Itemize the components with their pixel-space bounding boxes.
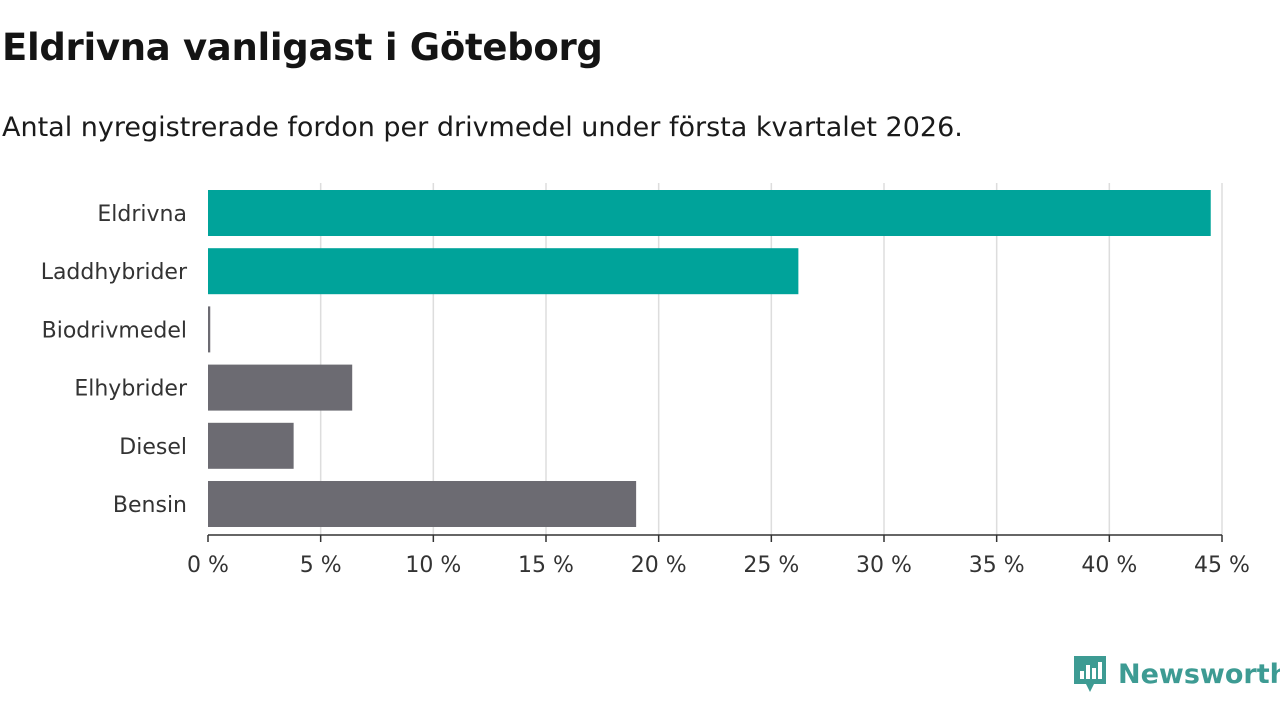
category-label-diesel: Diesel xyxy=(119,435,187,460)
category-label-bensin: Bensin xyxy=(113,493,187,518)
bar-elhybrider[interactable] xyxy=(208,364,353,411)
x-tick-label-30: 30 % xyxy=(856,553,912,578)
x-tick-label-10: 10 % xyxy=(405,553,461,578)
x-tick-label-35: 35 % xyxy=(969,553,1025,578)
x-tick-label-25: 25 % xyxy=(743,553,799,578)
bar-diesel[interactable] xyxy=(208,422,294,469)
bar-biodrivmedel[interactable] xyxy=(208,306,211,353)
x-axis: 0 % 5 % 10 % 15 % 20 % 25 % 30 % 35 % 40 % 45 % xyxy=(187,534,1250,578)
chart-title: Eldrivna vanligast i Göteborg xyxy=(2,26,603,69)
x-tick-label-5: 5 % xyxy=(300,553,342,578)
x-tick-label-15: 15 % xyxy=(518,553,574,578)
brand-name: Newsworthy xyxy=(1118,658,1280,690)
x-tick-label-20: 20 % xyxy=(631,553,687,578)
x-tick-label-0: 0 % xyxy=(187,553,229,578)
category-label-biodrivmedel: Biodrivmedel xyxy=(42,318,187,343)
bar-eldrivna[interactable] xyxy=(208,190,1211,236)
category-labels: Eldrivna Laddhybrider Biodrivmedel Elhybrid… xyxy=(41,202,188,518)
bars xyxy=(208,190,1211,527)
brand-logo: Newsworthy xyxy=(1072,654,1280,694)
chart-subtitle: Antal nyregistrerade fordon per drivmede… xyxy=(2,112,963,143)
bar-chart: Eldrivna Laddhybrider Biodrivmedel Elhybrid… xyxy=(41,183,1250,578)
bar-laddhybrider[interactable] xyxy=(208,248,799,295)
newsworthy-logo-icon xyxy=(1074,656,1106,692)
x-tick-label-45: 45 % xyxy=(1194,553,1250,578)
category-label-laddhybrider: Laddhybrider xyxy=(41,260,188,285)
gridlines xyxy=(319,183,1223,535)
bar-bensin[interactable] xyxy=(208,481,637,527)
category-label-elhybrider: Elhybrider xyxy=(74,377,188,402)
category-label-eldrivna: Eldrivna xyxy=(97,202,187,227)
x-tick-label-40: 40 % xyxy=(1081,553,1137,578)
